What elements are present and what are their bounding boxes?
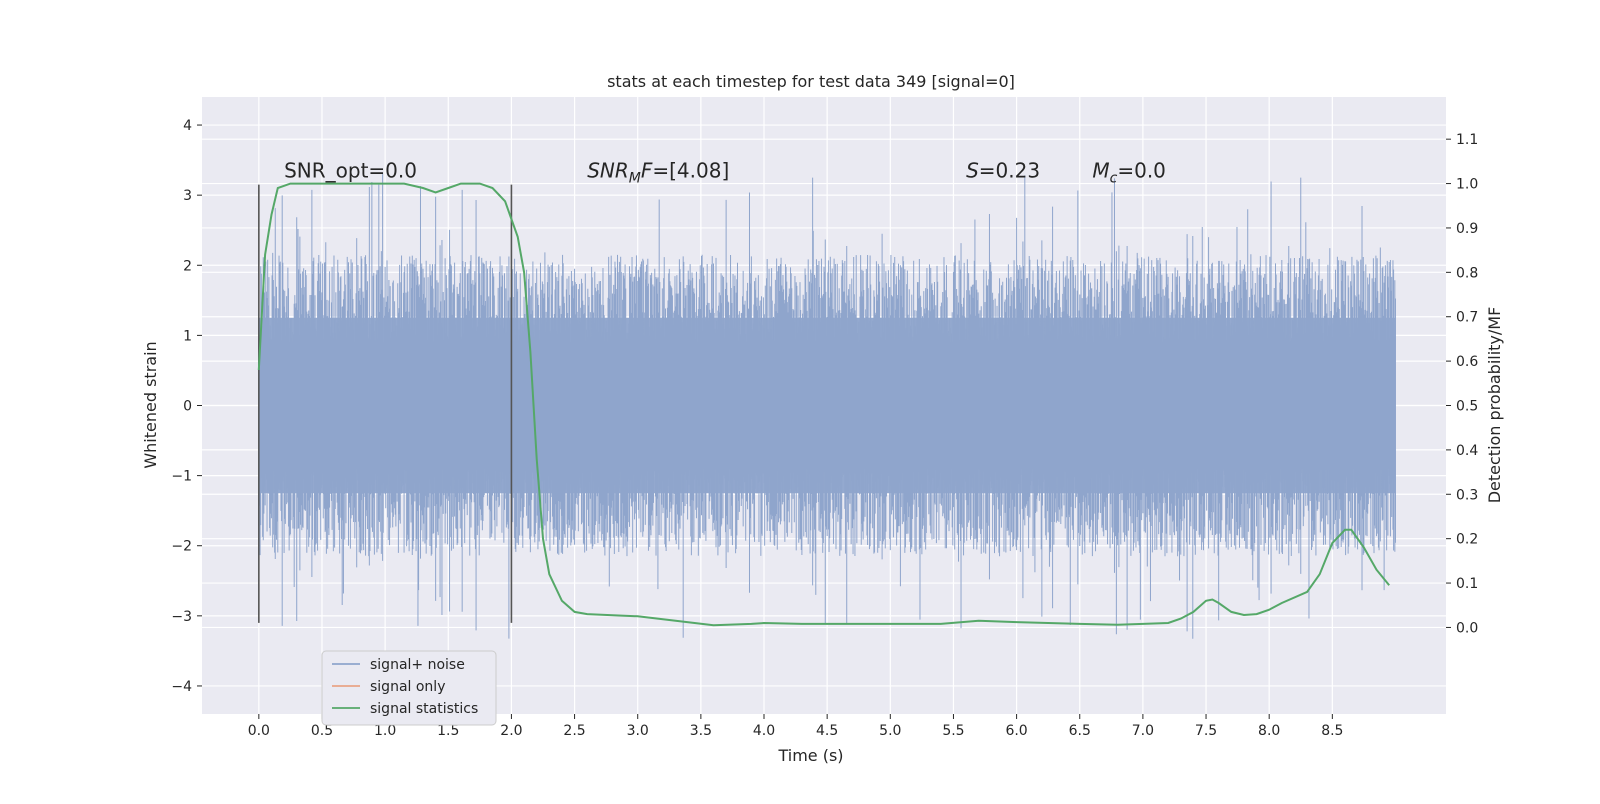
- x-tick-label: 4.0: [753, 723, 775, 739]
- annotations: SNR_opt=0.0 SNRMF=[4.08] S=0.23 Mc=0.0: [284, 159, 1166, 187]
- annotation-1: SNRMF=[4.08]: [587, 159, 729, 187]
- x-tick-label: 2.0: [500, 723, 522, 739]
- legend: signal+ noise signal only signal statist…: [322, 651, 496, 725]
- y2-tick-label: 0.7: [1456, 310, 1478, 326]
- y2-tick-label: 0.4: [1456, 443, 1478, 459]
- annotation-2: S=0.23: [966, 159, 1040, 183]
- y2-tick-label: 0.9: [1456, 221, 1478, 237]
- y2-tick-label: 0.2: [1456, 532, 1478, 548]
- legend-label-signal-plus-noise: signal+ noise: [370, 657, 465, 673]
- annotation-0: SNR_opt=0.0: [284, 159, 417, 183]
- y-tick-label: 4: [183, 118, 192, 134]
- x-tick-label: 7.5: [1195, 723, 1217, 739]
- x-tick-label: 5.5: [942, 723, 964, 739]
- x-tick-label: 6.5: [1069, 723, 1091, 739]
- y2-tick-label: 0.0: [1456, 620, 1478, 636]
- annotation-3: Mc=0.0: [1092, 159, 1166, 187]
- x-tick-label: 2.5: [563, 723, 585, 739]
- y-tick-label: −4: [171, 679, 192, 695]
- y2-tick-label: 0.5: [1456, 399, 1478, 415]
- y2-axis-label: Detection probability/MF: [1485, 307, 1504, 504]
- y2-tick-label: 1.1: [1456, 132, 1478, 148]
- y-tick-label: −2: [171, 539, 192, 555]
- y-tick-label: −1: [171, 469, 192, 485]
- y-axis-label: Whitened strain: [141, 341, 160, 468]
- y-tick-label: −3: [171, 609, 192, 625]
- x-tick-label: 5.0: [879, 723, 901, 739]
- x-tick-label: 7.0: [1132, 723, 1154, 739]
- x-tick-label: 4.5: [816, 723, 838, 739]
- x-tick-label: 8.5: [1321, 723, 1343, 739]
- y2-axis-ticks: 0.0 0.1 0.2 0.3 0.4 0.5 0.6 0.7 0.8 0.9 1.0 1.1: [1446, 132, 1478, 636]
- x-tick-label: 0.0: [248, 723, 270, 739]
- x-axis-label: Time (s): [777, 746, 843, 765]
- y2-tick-label: 0.6: [1456, 354, 1478, 370]
- y-tick-label: 1: [183, 328, 192, 344]
- y2-tick-label: 0.8: [1456, 265, 1478, 281]
- y2-tick-label: 1.0: [1456, 177, 1478, 193]
- y2-tick-label: 0.3: [1456, 487, 1478, 503]
- x-tick-label: 3.5: [690, 723, 712, 739]
- legend-label-signal-statistics: signal statistics: [370, 701, 478, 717]
- chart-title: stats at each timestep for test data 349…: [607, 72, 1015, 91]
- y2-tick-label: 0.1: [1456, 576, 1478, 592]
- x-tick-label: 8.0: [1258, 723, 1280, 739]
- x-tick-label: 6.0: [1005, 723, 1027, 739]
- x-tick-label: 3.0: [627, 723, 649, 739]
- y-axis-ticks: −4 −3 −2 −1 0 1 2 3 4: [171, 118, 202, 695]
- y-tick-label: 2: [183, 258, 192, 274]
- y-tick-label: 3: [183, 188, 192, 204]
- y-tick-label: 0: [183, 399, 192, 415]
- legend-label-signal-only: signal only: [370, 679, 445, 695]
